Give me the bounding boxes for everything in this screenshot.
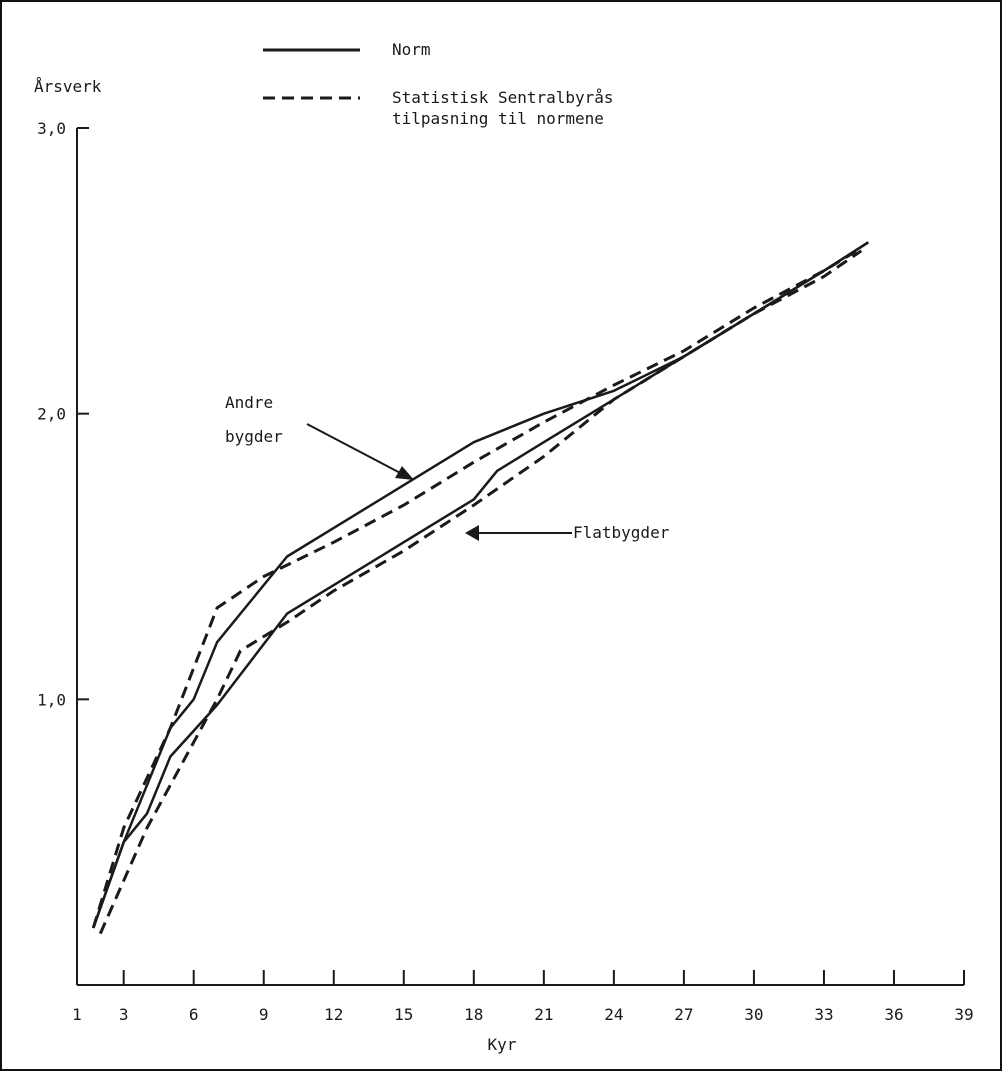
x-tick-label-8: 24 bbox=[604, 1005, 623, 1024]
tick-group: 1 3 6 9 12 15 18 21 24 27 30 33 36 391,02,03,0 bbox=[37, 119, 974, 1024]
annotation-andre-line2: bygder bbox=[225, 427, 283, 446]
axes bbox=[76, 128, 964, 986]
legend-label-ssb-line2: tilpasning til normene bbox=[392, 109, 604, 128]
series-line-flatbygder-dashed bbox=[98, 249, 863, 935]
legend: Norm Statistisk Sentralbyrås tilpasning … bbox=[263, 40, 614, 128]
x-tick-label-6: 18 bbox=[464, 1005, 483, 1024]
annotation-flat-label: Flatbygder bbox=[573, 523, 670, 542]
annotation-flatbygder: Flatbygder bbox=[465, 523, 670, 542]
x-tick-label-4: 12 bbox=[324, 1005, 343, 1024]
x-tick-label-10: 30 bbox=[744, 1005, 763, 1024]
series-group bbox=[91, 241, 869, 935]
x-tick-label-3: 9 bbox=[259, 1005, 269, 1024]
y-tick-label-1: 2,0 bbox=[37, 405, 66, 424]
y-tick-label-0: 1,0 bbox=[37, 690, 66, 709]
x-tick-label-5: 15 bbox=[394, 1005, 413, 1024]
series-line-andre-bygder-dashed bbox=[91, 246, 863, 929]
series-line-flatbygder-solid bbox=[92, 241, 869, 929]
annotation-andre-bygder: Andre bygder bbox=[225, 393, 414, 480]
x-tick-label-11: 33 bbox=[814, 1005, 833, 1024]
series-line-andre-bygder-solid bbox=[92, 241, 869, 929]
x-tick-label-13: 39 bbox=[954, 1005, 973, 1024]
x-tick-label-0: 1 bbox=[72, 1005, 82, 1024]
x-tick-label-2: 6 bbox=[189, 1005, 199, 1024]
legend-label-norm: Norm bbox=[392, 40, 431, 59]
legend-label-ssb-line1: Statistisk Sentralbyrås bbox=[392, 88, 614, 107]
x-tick-label-7: 21 bbox=[534, 1005, 553, 1024]
x-axis-label: Kyr bbox=[488, 1035, 517, 1054]
y-axis-label: Årsverk bbox=[34, 77, 102, 96]
x-tick-label-12: 36 bbox=[884, 1005, 903, 1024]
y-tick-label-2: 3,0 bbox=[37, 119, 66, 138]
annotation-arrow-andre bbox=[306, 423, 407, 477]
arrowhead-flat bbox=[465, 525, 479, 541]
annotation-andre-line1: Andre bbox=[225, 393, 273, 412]
arrowhead-andre bbox=[395, 466, 414, 480]
x-tick-label-9: 27 bbox=[674, 1005, 693, 1024]
x-tick-label-1: 3 bbox=[119, 1005, 129, 1024]
